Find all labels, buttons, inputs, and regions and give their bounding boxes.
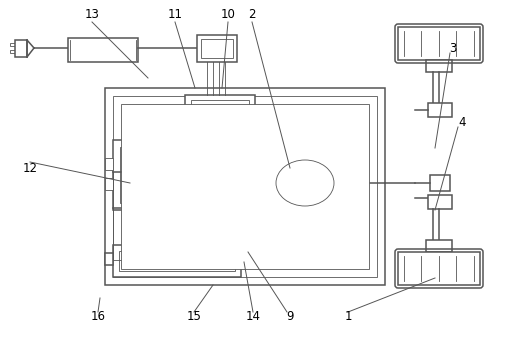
Bar: [240, 253, 248, 265]
Bar: [105, 88, 384, 285]
Text: 14: 14: [245, 310, 260, 322]
Text: 9: 9: [286, 310, 293, 322]
Bar: [105, 253, 113, 265]
Text: 2: 2: [248, 8, 255, 21]
Text: 12: 12: [22, 161, 37, 175]
Bar: [397, 252, 479, 285]
Bar: [397, 27, 479, 60]
Bar: [113, 96, 376, 277]
Bar: [105, 178, 113, 190]
Bar: [15, 40, 27, 57]
Bar: [157, 166, 167, 182]
Text: 3: 3: [448, 41, 456, 55]
Bar: [196, 35, 236, 62]
Bar: [10, 43, 15, 46]
Text: 13: 13: [84, 8, 99, 21]
Bar: [427, 103, 451, 117]
Bar: [167, 135, 257, 225]
Bar: [157, 200, 167, 216]
Bar: [215, 218, 225, 230]
Bar: [121, 104, 368, 269]
Text: 1: 1: [343, 310, 351, 322]
Bar: [425, 240, 451, 252]
Text: 15: 15: [186, 310, 201, 322]
Bar: [255, 172, 273, 194]
Bar: [228, 218, 237, 230]
Bar: [200, 39, 232, 58]
Bar: [201, 218, 212, 230]
Bar: [337, 170, 359, 197]
Text: 4: 4: [458, 116, 465, 128]
Ellipse shape: [275, 160, 333, 206]
Text: 16: 16: [90, 310, 105, 322]
Bar: [120, 147, 161, 203]
Text: 10: 10: [220, 8, 235, 21]
Bar: [427, 195, 451, 209]
Bar: [113, 140, 168, 210]
Bar: [10, 50, 15, 53]
Bar: [105, 158, 113, 170]
Bar: [113, 245, 240, 277]
Ellipse shape: [269, 153, 340, 213]
Bar: [185, 95, 255, 133]
Bar: [173, 141, 250, 219]
Bar: [425, 60, 451, 72]
Bar: [429, 175, 449, 191]
Bar: [119, 251, 234, 271]
Bar: [68, 38, 138, 62]
Bar: [190, 100, 248, 128]
Text: 11: 11: [167, 8, 182, 21]
